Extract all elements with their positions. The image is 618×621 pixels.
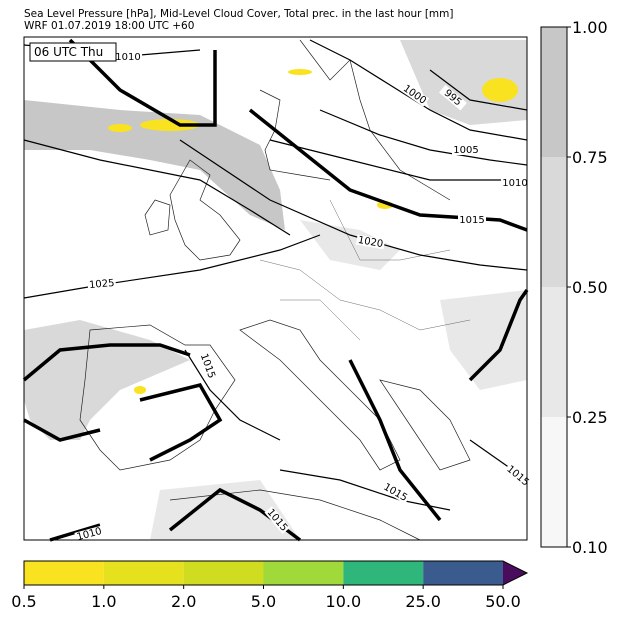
precip-tick-label: 25.0 (405, 592, 441, 611)
isobar-label: 1010 (502, 178, 527, 189)
cloud-color-segment (541, 287, 567, 417)
time-label-box (29, 42, 117, 62)
isobar-label-bg (380, 481, 411, 504)
time-label: 06 UTC Thu (34, 45, 103, 59)
cloud-tick-label: 1.00 (572, 18, 608, 37)
cloud-color-segment (541, 417, 567, 547)
isobar-label-bg (501, 178, 529, 188)
cloud-colorbar: 0.10 0.25 0.50 0.75 1.00 (540, 18, 608, 557)
header-line1: Sea Level Pressure [hPa], Mid-Level Clou… (24, 8, 454, 20)
isobar-label: 1005 (453, 145, 478, 156)
isobars (22, 38, 529, 542)
header-line2: WRF 01.07.2019 18:00 UTC +60 (24, 20, 194, 32)
isobar-label-bg (74, 525, 105, 543)
isobar-label: 1015 (459, 215, 484, 226)
precipitation (108, 69, 518, 394)
isobar-label-bg (503, 462, 532, 489)
cloud-color-segment (541, 27, 567, 157)
map-frame (23, 36, 528, 541)
isobar-label-bg (400, 82, 430, 107)
precip-tick-label: 0.5 (11, 592, 36, 611)
isobar-label-bg (264, 506, 291, 535)
cloud-tick-label: 0.75 (572, 148, 608, 167)
precip-extend-arrow (503, 561, 527, 585)
precip-colorbar-frame (23, 560, 529, 586)
precip-colorbar: 0.5 1.0 2.0 5.0 10.0 25.0 50.0 (11, 560, 529, 611)
isobar-label-bg (458, 215, 486, 225)
isobar-label-bg (438, 84, 467, 111)
precip-tick-label: 50.0 (485, 592, 521, 611)
precip-color-segment (423, 561, 503, 585)
isobar-label: 1010 (115, 52, 140, 63)
precip-color-segment (343, 561, 424, 585)
precip-color-segment (103, 561, 184, 585)
isobar-label: 1020 (357, 235, 384, 250)
cloud-color-segment (541, 157, 567, 287)
precip-tick-label: 5.0 (251, 592, 276, 611)
precip-tick-label: 1.0 (91, 592, 116, 611)
cloud-tick-label: 0.25 (572, 408, 608, 427)
isobar-label: 1025 (89, 278, 115, 291)
precip-color-segment (24, 561, 104, 585)
isobar-label-bg (452, 145, 480, 155)
isobar-label-bg (114, 52, 142, 62)
isobar-label-bg (87, 277, 117, 291)
cloud-tick-label: 0.10 (572, 538, 608, 557)
isobar-label-bg (198, 351, 218, 381)
cloud-tick-label: 0.50 (572, 278, 608, 297)
precip-color-segment (263, 561, 344, 585)
precip-tick-label: 2.0 (171, 592, 196, 611)
precip-tick-label: 10.0 (326, 592, 362, 611)
precip-color-segment (183, 561, 264, 585)
isobar-label-bg (355, 234, 386, 250)
